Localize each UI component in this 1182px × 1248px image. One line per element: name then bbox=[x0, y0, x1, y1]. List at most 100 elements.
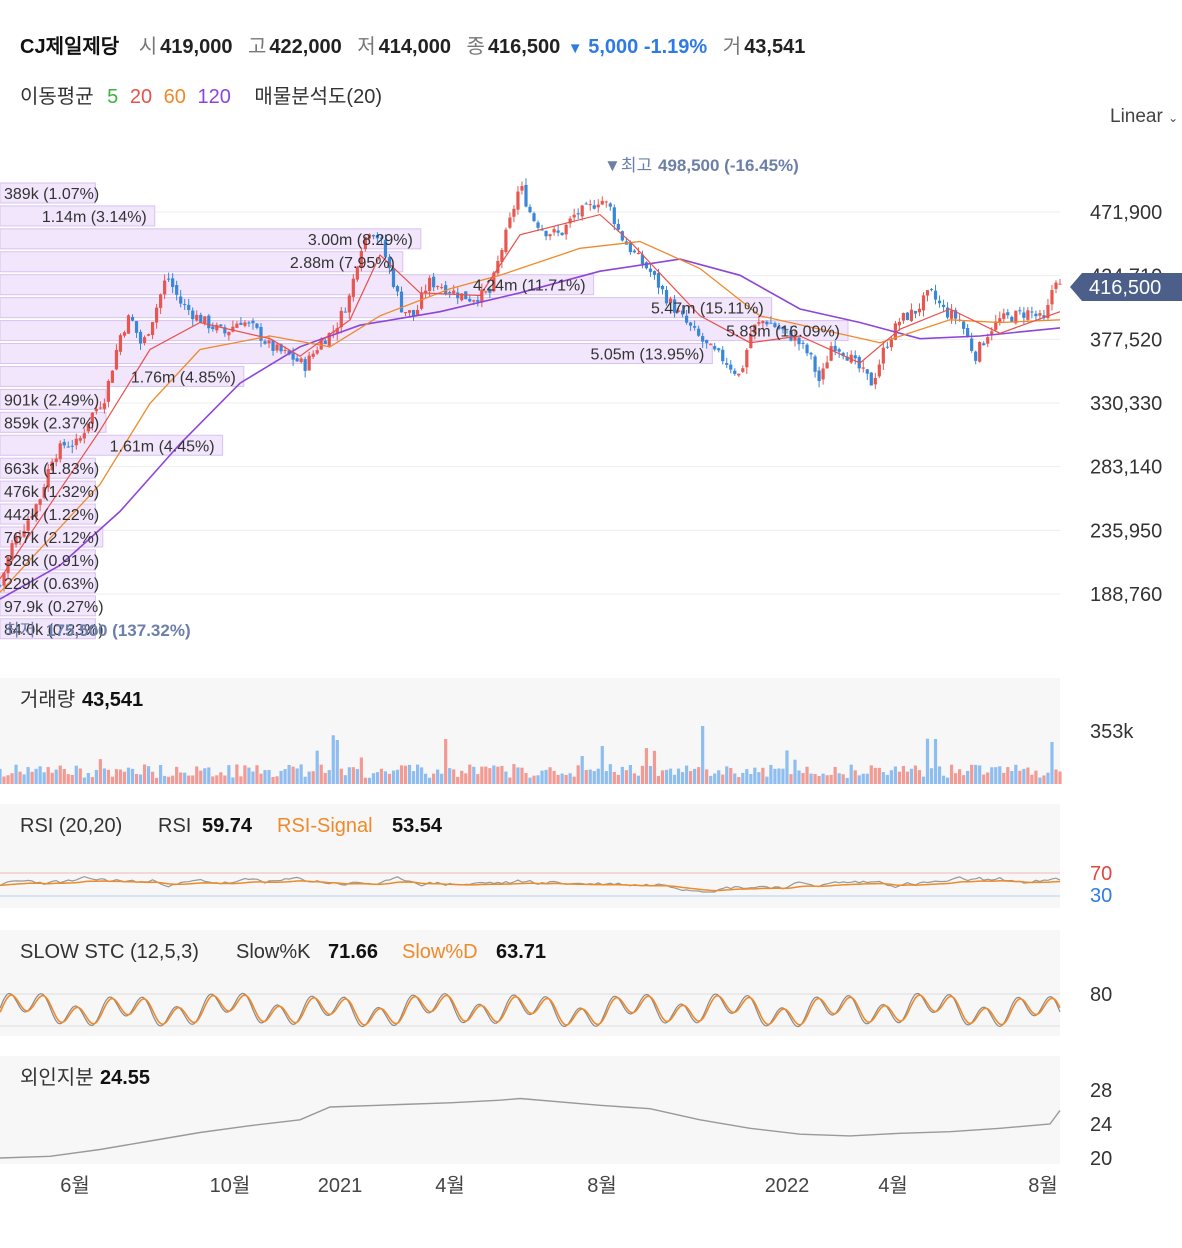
candle-body bbox=[709, 344, 713, 346]
candle-body bbox=[118, 335, 123, 352]
candle-body bbox=[138, 331, 143, 344]
volume-bar bbox=[187, 775, 191, 784]
volume-bar bbox=[986, 772, 990, 784]
volume-bar bbox=[154, 777, 159, 784]
candle-body bbox=[998, 318, 1002, 323]
candle-body bbox=[560, 232, 564, 235]
candle-body bbox=[749, 334, 753, 348]
x-axis-label: 8월 bbox=[1028, 1174, 1058, 1197]
volume-bar bbox=[223, 775, 227, 784]
candle-body bbox=[861, 367, 865, 369]
candle-body bbox=[207, 315, 211, 329]
price-axis-tick: 235,950 bbox=[1090, 520, 1162, 542]
candle-body bbox=[106, 380, 111, 402]
candle-body bbox=[440, 287, 444, 289]
volume-bar bbox=[10, 773, 14, 784]
candle-body bbox=[476, 299, 480, 302]
volume-bar bbox=[881, 772, 885, 784]
candle-body bbox=[809, 352, 813, 355]
ma20-label[interactable]: 20 bbox=[129, 86, 153, 108]
volume-bar bbox=[885, 774, 889, 784]
candle-body bbox=[865, 369, 869, 374]
candle-body bbox=[905, 312, 910, 320]
candle-body bbox=[773, 323, 777, 328]
candle-body bbox=[881, 347, 885, 364]
scale-mode-label: Linear bbox=[1110, 106, 1163, 127]
candle-body bbox=[343, 311, 347, 313]
candle-body bbox=[970, 338, 974, 351]
volume-title: 거래량 bbox=[20, 688, 75, 711]
candle-body bbox=[769, 322, 773, 324]
candle-body bbox=[733, 370, 737, 375]
candle-body bbox=[42, 487, 46, 498]
price-axis-tick: 471,900 bbox=[1090, 202, 1162, 224]
volume-bar bbox=[167, 776, 171, 784]
volume-bar bbox=[440, 773, 444, 784]
volume-bar bbox=[18, 771, 22, 784]
volume-bar bbox=[395, 769, 400, 784]
volume-profile-label: 4.24m (11.71%) bbox=[473, 278, 586, 295]
volume-bar bbox=[1054, 769, 1058, 784]
ma120-label[interactable]: 120 bbox=[197, 86, 231, 108]
volume-bar bbox=[110, 776, 115, 784]
candle-body bbox=[1006, 312, 1010, 316]
volume-bar bbox=[452, 769, 456, 784]
volume-bar bbox=[917, 770, 922, 784]
volume-bar bbox=[568, 773, 572, 784]
candle-body bbox=[50, 461, 54, 471]
candle-body bbox=[488, 290, 492, 293]
candle-body bbox=[411, 309, 416, 316]
ma-legend[interactable]: 이동평균 5 20 60 120 매물분석도(20) bbox=[20, 80, 388, 109]
candle-body bbox=[114, 349, 119, 370]
volume-profile-label[interactable]: 매물분석도(20) bbox=[254, 86, 382, 108]
candle-body bbox=[921, 295, 926, 311]
volume-profile-label: 84.0k (0.23%) bbox=[4, 622, 104, 639]
volume-bar bbox=[42, 772, 46, 784]
volume-bar bbox=[58, 765, 62, 784]
volume-bar bbox=[74, 765, 78, 784]
volume-bar bbox=[339, 768, 343, 784]
volume-bar bbox=[809, 773, 813, 784]
candle-body bbox=[339, 310, 343, 328]
volume-bar bbox=[990, 767, 994, 784]
volume-title-value: 43,541 bbox=[82, 689, 143, 711]
candle-body bbox=[444, 285, 448, 294]
volume-bar bbox=[664, 769, 669, 784]
low-label: 저 bbox=[357, 36, 376, 58]
x-axis-label: 6월 bbox=[60, 1174, 90, 1197]
candle-body bbox=[492, 272, 496, 292]
candle-body bbox=[367, 234, 371, 239]
volume-bar bbox=[668, 768, 673, 784]
candle-body bbox=[741, 368, 745, 372]
candle-body bbox=[243, 322, 247, 326]
candle-body bbox=[460, 293, 464, 301]
candle-body bbox=[283, 349, 287, 351]
candle-body bbox=[994, 321, 998, 330]
candle-body bbox=[10, 543, 14, 560]
candle-body bbox=[323, 340, 327, 345]
candle-body bbox=[713, 346, 717, 350]
scale-mode-dropdown[interactable]: Linear ⌄ bbox=[1110, 106, 1178, 128]
ma5-label[interactable]: 5 bbox=[107, 86, 119, 108]
ma60-label[interactable]: 60 bbox=[163, 86, 186, 108]
volume-bar bbox=[524, 773, 528, 784]
volume-profile-label: 1.61m (4.45%) bbox=[110, 438, 215, 455]
volume-bar bbox=[251, 771, 255, 784]
volume-bar bbox=[781, 768, 785, 784]
candle-body bbox=[737, 373, 741, 376]
volume-bar bbox=[428, 777, 432, 784]
volume-bar bbox=[38, 766, 42, 784]
volume-bar bbox=[211, 776, 215, 784]
volume-bar bbox=[287, 764, 291, 784]
volume-bar bbox=[512, 764, 516, 784]
candle-body bbox=[183, 304, 187, 306]
candle-body bbox=[46, 469, 50, 488]
volume-bar bbox=[50, 772, 54, 784]
volume-bar bbox=[327, 770, 331, 784]
candle-body bbox=[512, 208, 516, 217]
volume-bar bbox=[283, 769, 287, 784]
volume-bar bbox=[532, 775, 536, 784]
volume-bar bbox=[640, 765, 645, 784]
candle-body bbox=[428, 277, 432, 291]
